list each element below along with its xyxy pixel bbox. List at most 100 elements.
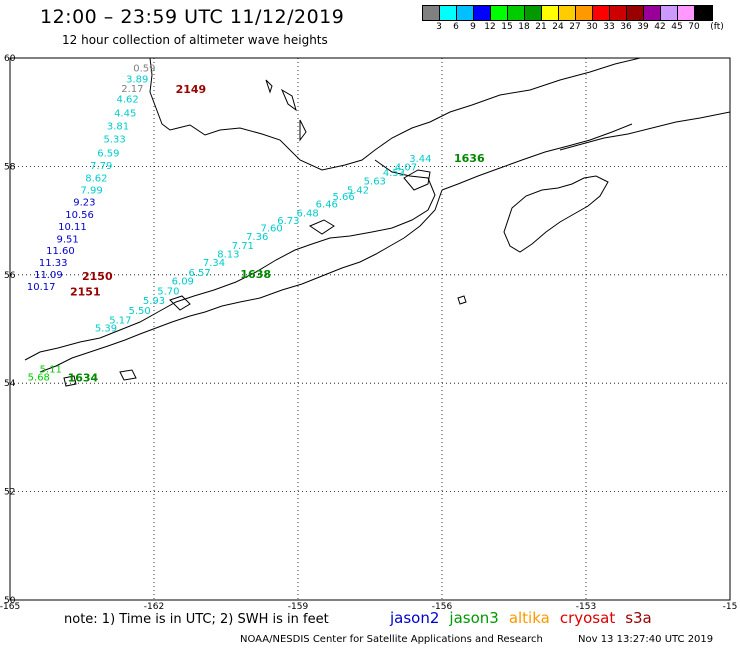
wave-height-value: 3.81 [107,122,129,133]
altimeter-tracks: 0.593.892.174.62 4.45 3.81 5.33 6.597.79 8.62… [27,64,432,384]
longitude-tick-label: -153 [576,602,596,612]
longitude-tick-label: -159 [288,602,309,612]
wave-height-value: 3.89 [126,74,148,85]
wave-height-value: 11.09 [34,270,63,281]
credit-line: NOAA/NESDIS Center for Satellite Applica… [240,634,543,645]
graticule: -165 -162 -159 -156 -153 -15 50 52 54 56 58 60 [0,54,737,612]
wave-height-value: 3.44 [409,154,431,165]
longitude-tick-label: -156 [432,602,453,612]
pass-number-label: 1636 [454,152,485,165]
legend-label: 27 [569,22,581,32]
credit-timestamp: Nov 13 13:27:40 UTC 2019 [578,634,714,645]
wave-height-value: 5.68 [28,372,50,383]
latitude-tick-label: 54 [4,379,16,389]
legend-label: 12 [484,22,496,32]
mission-name: jason3 [449,609,499,627]
legend-label: 3 [436,22,442,32]
wave-height-value: 11.60 [46,246,75,257]
legend-swatch [559,6,576,20]
wave-height-value: 10.17 [27,282,56,293]
wave-height-value: 7.34 [203,258,225,269]
wave-height-value: 6.59 [97,149,119,160]
longitude-tick-label: -162 [144,602,164,612]
wave-height-value: 5.39 [95,324,117,335]
legend-label: 36 [620,22,632,32]
wave-height-value: 9.51 [56,234,78,245]
pass-number-label: 2150 [82,270,113,283]
wave-height-value: 0.59 [133,64,155,75]
coastline-kodiak [503,175,609,253]
wave-height-value: 11.33 [39,258,68,269]
wave-height-value: 2.17 [121,84,143,95]
legend-swatch [440,6,457,20]
wave-height-value: 6.73 [277,216,299,227]
wave-height-value: 5.70 [157,286,179,297]
pass-number-label: 2149 [176,83,207,96]
mission-name: s3a [625,609,652,627]
wave-height-value: 4.53 [383,168,405,179]
map-frame [9,57,731,601]
wave-height-value: 5.33 [104,135,126,146]
map-subtitle: 12 hour collection of altimeter wave hei… [62,33,328,47]
legend-label: 30 [586,22,598,32]
latitude-tick-label: 56 [4,271,16,281]
coastline-bristol-bay [149,57,641,171]
pass-number-label: 2151 [70,285,101,298]
wave-height-value: 6.57 [188,268,210,279]
wave-height-value: 4.07 [395,163,417,174]
wave-height-value: 5.63 [364,176,386,187]
legend-swatch [474,6,491,20]
legend-swatch [542,6,559,20]
wave-height-value: 7.36 [246,232,268,243]
coastline [24,57,731,387]
legend-swatch [644,6,661,20]
lakes-north [265,79,307,142]
footer-note: note: 1) Time is in UTC; 2) SWH is in fe… [64,612,329,627]
legend-swatch [508,6,525,20]
legend-unit: (ft) [710,22,724,32]
wave-height-value: 5.17 [109,316,131,327]
legend-label: 39 [637,22,649,32]
legend-label: 42 [654,22,666,32]
wave-height-value: 7.71 [232,241,254,252]
legend-swatch [678,6,695,20]
latitude-tick-label: 60 [4,54,16,64]
wave-height-value: 8.13 [217,249,239,260]
island-sanak [63,375,77,387]
mission-name: jason2 [390,609,440,627]
lake-becharof [308,219,335,235]
wave-height-value: 6.09 [172,277,194,288]
latitude-tick-label: 50 [4,596,16,606]
pass-number-label: 1638 [240,268,271,281]
island-shumagin-2 [119,369,137,381]
wave-height-value: 10.11 [58,222,87,233]
legend-label: 45 [671,22,683,32]
wave-height-value: 10.56 [65,210,94,221]
wave-height-value: 5.66 [332,192,354,203]
legend-swatch [576,6,593,20]
legend-swatch [525,6,542,20]
wave-height-value: 4.62 [116,94,138,105]
legend-swatch [661,6,678,20]
latitude-tick-label: 52 [4,488,15,498]
legend-label: 21 [535,22,547,32]
longitude-tick-label: -15 [723,602,738,612]
island-shumagin-1 [169,295,191,311]
lake-iliamna [403,169,431,191]
legend-swatch [627,6,644,20]
longitude-tick-label: -165 [0,602,20,612]
island-chirikof [457,295,467,305]
wave-height-color-legend [422,5,713,21]
legend-swatch [610,6,627,20]
wave-height-value: 7.99 [80,186,102,197]
wave-height-value: 8.62 [85,174,107,185]
legend-label: 9 [470,22,476,32]
latitude-tick-label: 58 [4,162,16,172]
legend-swatch [695,6,712,20]
map-title: 12:00 – 23:59 UTC 11/12/2019 [40,6,345,28]
wave-height-value: 5.50 [128,306,150,317]
coastline-peninsula-south [39,123,633,373]
legend-label: 15 [501,22,513,32]
legend-swatch [457,6,474,20]
pass-number-label: 1634 [68,372,99,385]
